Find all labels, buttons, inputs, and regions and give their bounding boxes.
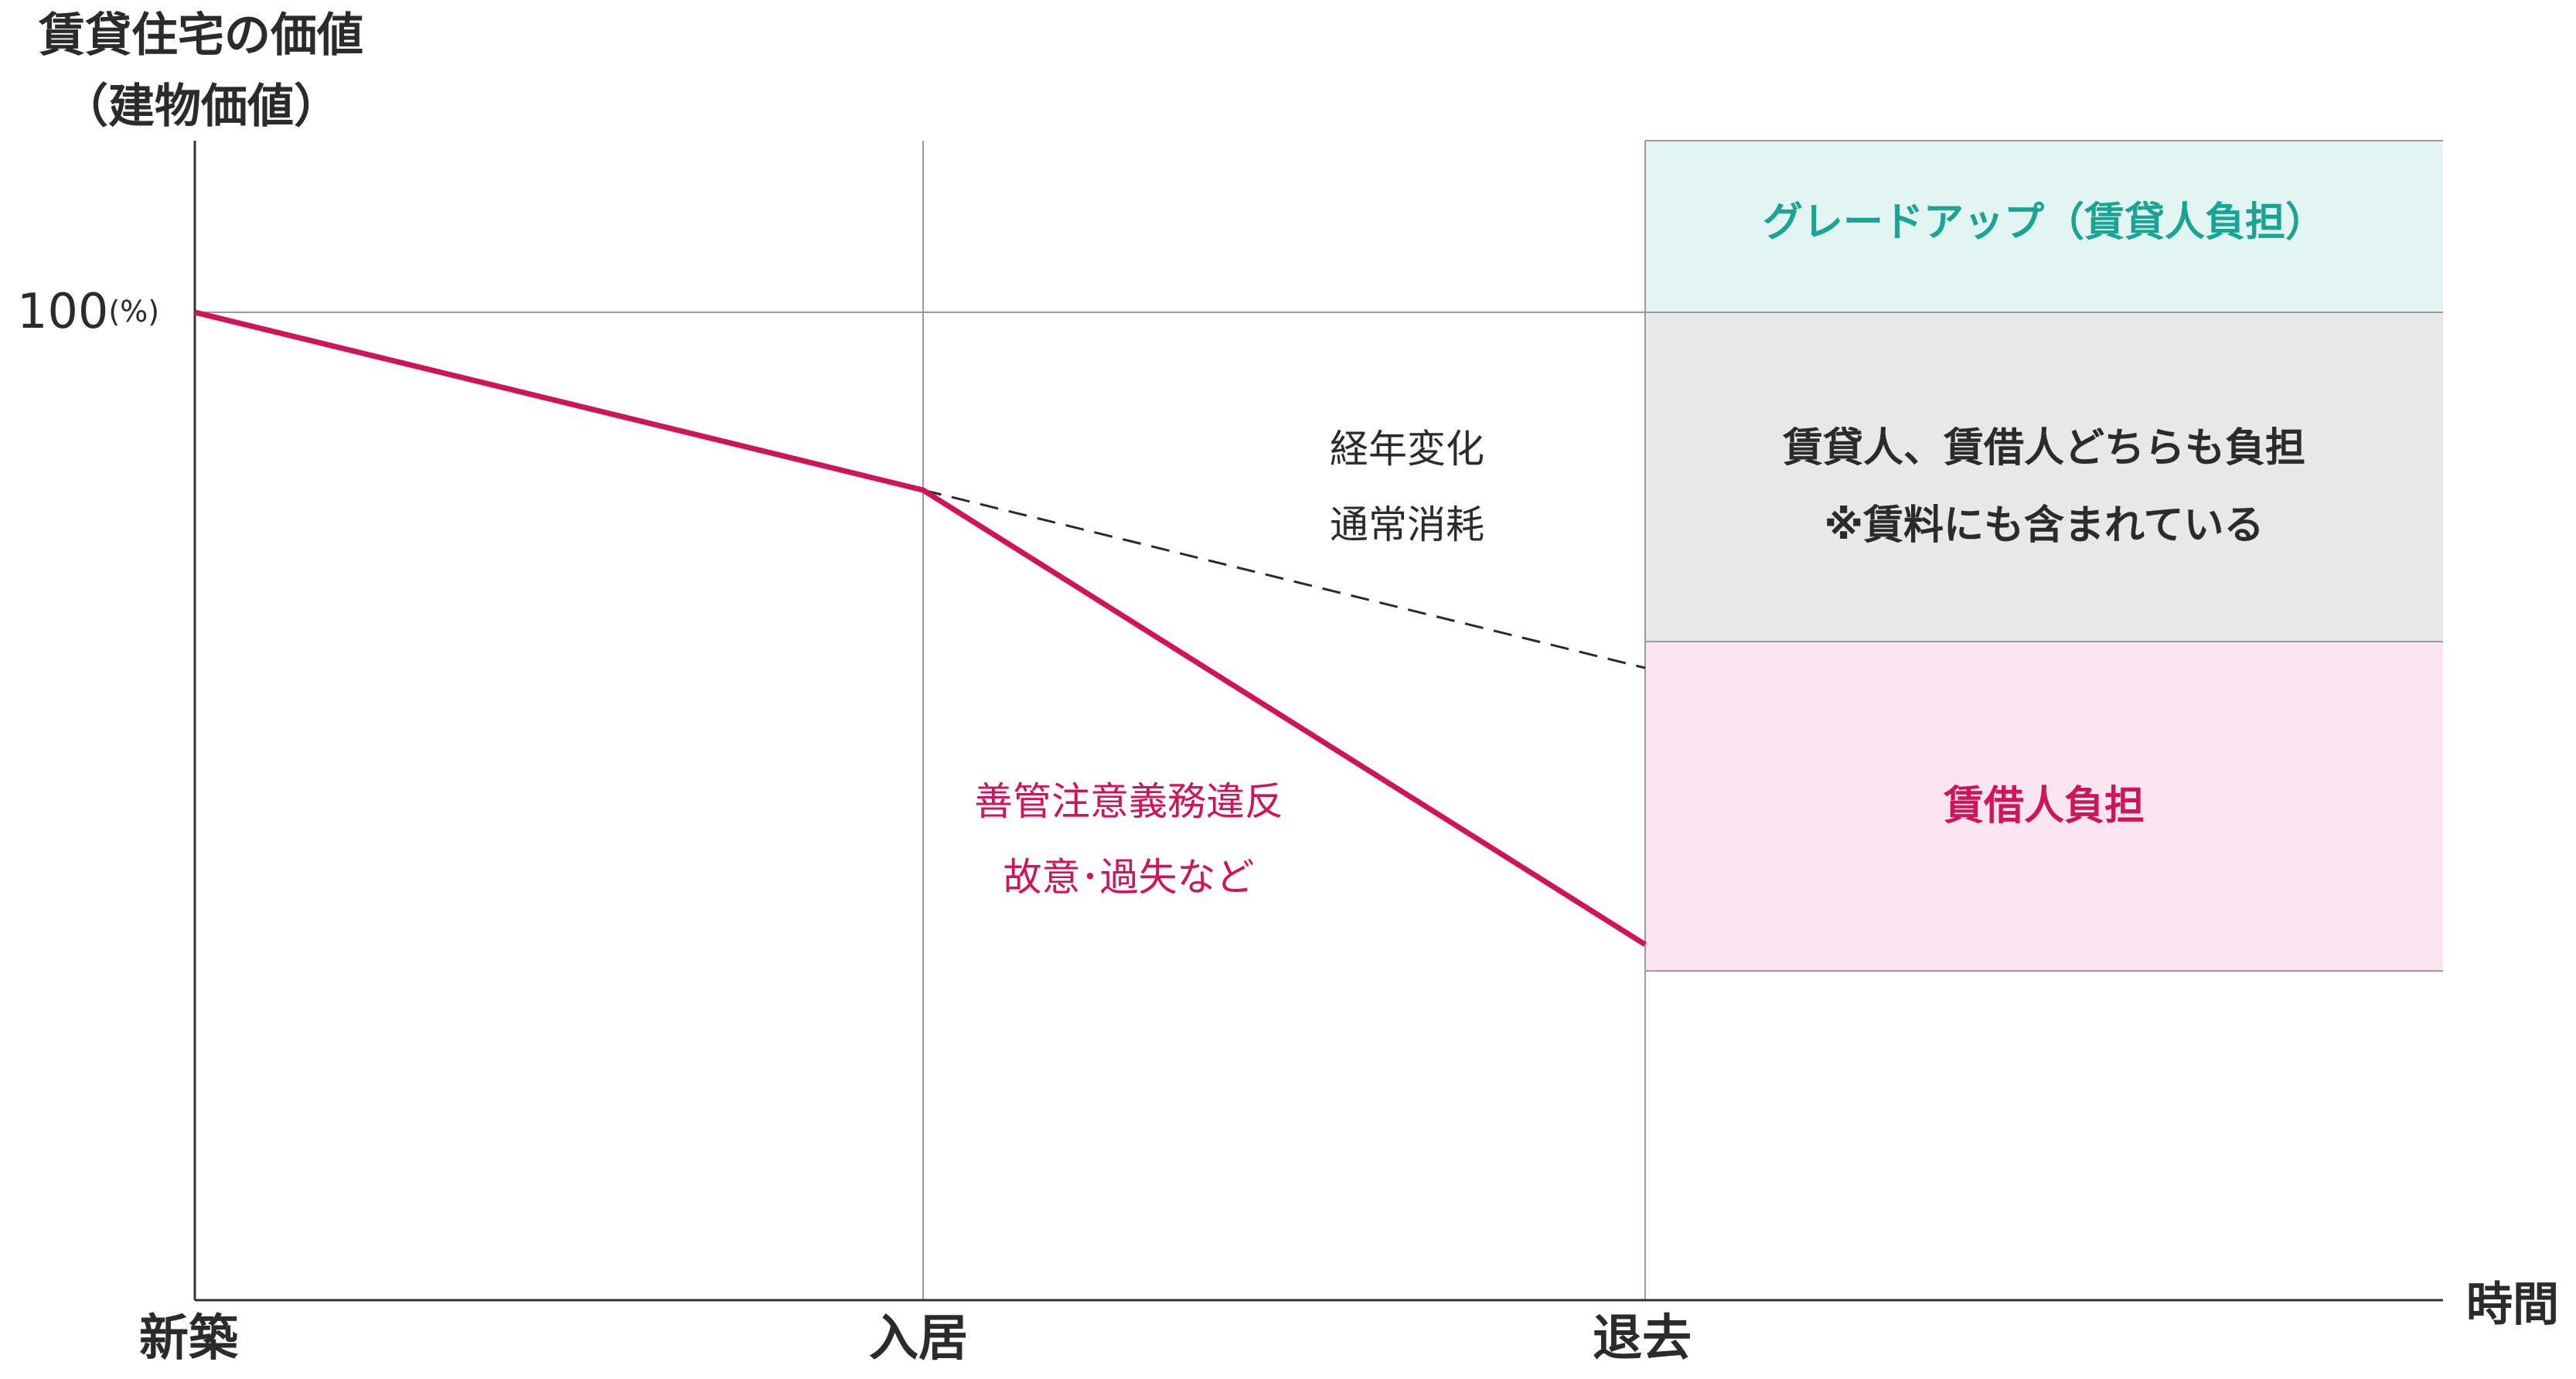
zone-shared-label: 賃貸人、賃借人どちらも負担 ※賃料にも含まれている [1645, 410, 2443, 564]
zone-shared-label-line1: 賃貸人、賃借人どちらも負担 [1782, 425, 2305, 472]
annotation-damage-line2: 故意･過失など [1003, 855, 1255, 900]
y-tick-unit: (%) [108, 295, 160, 329]
zone-tenant-label: 賃借人負担 [1943, 783, 2145, 829]
x-tick-moveout: 退去 [1593, 1310, 1692, 1367]
y-axis-title: 賃貸住宅の価値 （建物価値） [0, 0, 402, 142]
y-axis-title-line1: 賃貸住宅の価値 [39, 9, 363, 63]
x-tick-new: 新築 [139, 1310, 238, 1367]
y-axis-title-line2: （建物価値） [62, 80, 340, 134]
zone-shared-bg [1645, 312, 2443, 642]
zone-shared-label-line2: ※賃料にも含まれている [1824, 502, 2264, 549]
annotation-damage-line1: 善管注意義務違反 [974, 779, 1283, 824]
series-value-line [194, 309, 1647, 947]
zone-tenant-bg [1645, 642, 2443, 971]
annotation-aging: 経年変化 通常消耗 [1206, 411, 1608, 563]
zone-upgrade-label: グレードアップ（賃貸人負担） [1762, 199, 2326, 246]
annotation-damage: 善管注意義務違反 故意･過失など [912, 764, 1345, 915]
zone-upgrade-bg [1645, 141, 2443, 312]
y-tick-100: 100(%) [17, 288, 159, 335]
x-axis-title: 時間 [2466, 1278, 2559, 1332]
annotation-aging-line2: 通常消耗 [1330, 502, 1484, 547]
y-tick-100-value: 100 [17, 283, 109, 339]
annotation-aging-line1: 経年変化 [1330, 427, 1484, 472]
x-tick-movein: 入居 [869, 1310, 968, 1367]
series-aging-dashed-line [922, 489, 1646, 669]
